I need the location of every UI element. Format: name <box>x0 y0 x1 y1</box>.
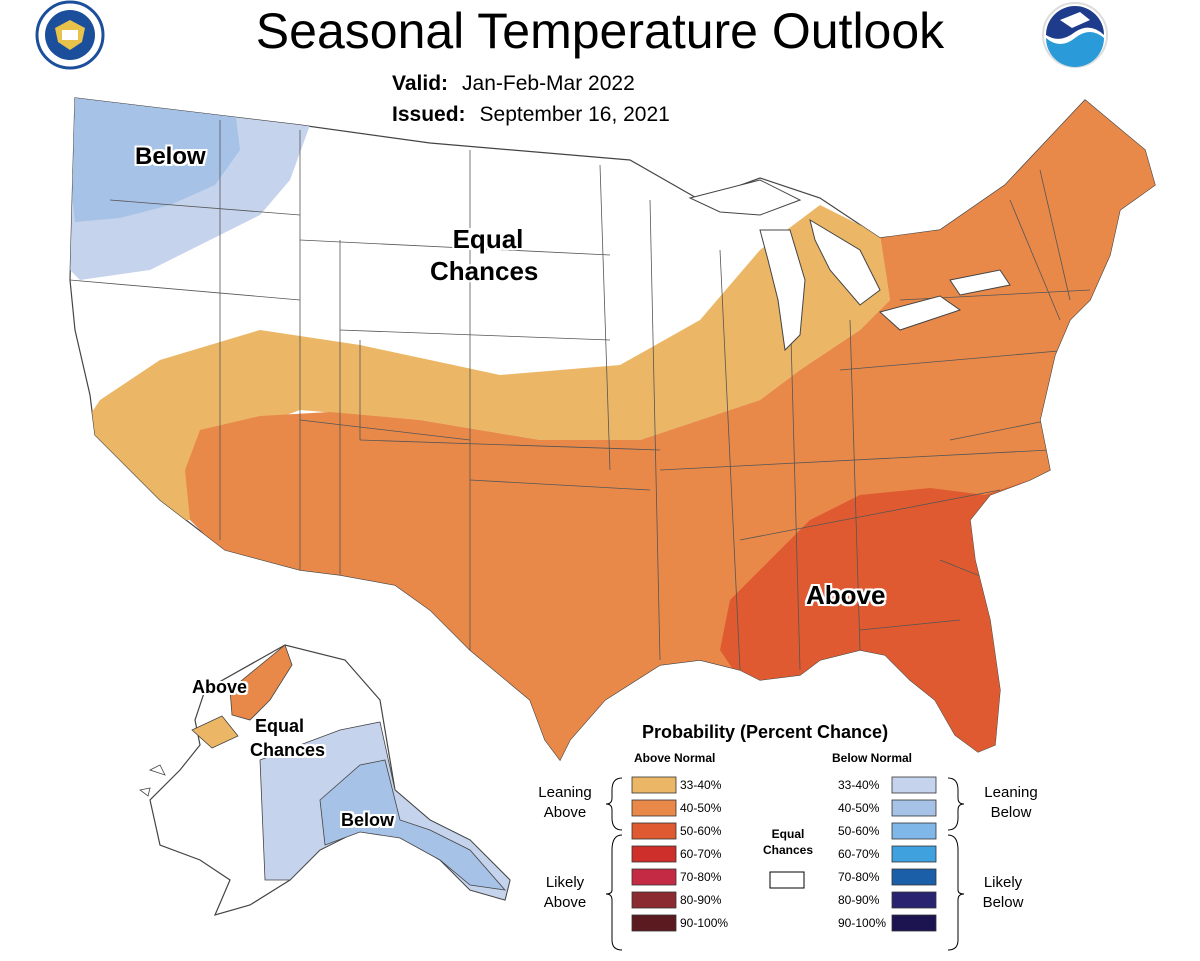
legend-range-above-2: 50-60% <box>680 824 722 838</box>
label-below-northwest: Below <box>135 143 206 170</box>
legend-leaning-below-1: Leaning <box>984 784 1038 801</box>
legend-range-above-5: 80-90% <box>680 893 722 907</box>
legend-range-above-0: 33-40% <box>680 778 722 792</box>
legend-leaning-above: Leaning Above <box>528 783 602 823</box>
legend-equal-2: Chances <box>762 843 814 857</box>
legend-leaning-below-2: Below <box>990 804 1032 821</box>
legend-swatch-below-5 <box>891 891 937 909</box>
legend-leaning-above-1: Leaning <box>538 784 592 801</box>
legend-leaning-below: Leaning Below <box>966 783 1056 823</box>
commerce-seal-logo <box>35 0 105 70</box>
legend-likely-above-2: Above <box>543 894 587 911</box>
issued-value: September 16, 2021 <box>479 103 670 126</box>
label-alaska-above: Above <box>192 677 248 697</box>
legend-swatch-below-6 <box>891 914 937 932</box>
state-borders <box>70 120 1091 671</box>
legend-swatches <box>631 776 937 932</box>
legend-likely-below: Likely Below <box>966 873 1040 913</box>
legend-swatch-above-4 <box>631 868 677 886</box>
legend-leaning-above-2: Above <box>543 804 587 821</box>
legend-range-below-6: 90-100% <box>838 916 887 930</box>
legend-swatch-above-3 <box>631 845 677 863</box>
legend-range-below-4: 70-80% <box>838 870 880 884</box>
legend-range-below-0: 33-40% <box>838 778 880 792</box>
legend-swatch-above-5 <box>631 891 677 909</box>
legend-swatch-below-1 <box>891 799 937 817</box>
legend-swatch-above-6 <box>631 914 677 932</box>
issued-line: Issued: September 16, 2021 <box>392 103 670 127</box>
label-alaska-equal-1: Equal <box>255 716 305 736</box>
legend-below-header: Below Normal <box>832 751 913 765</box>
label-equal-chances-2: Chances <box>430 256 539 286</box>
label-above-southeast: Above <box>806 580 886 610</box>
valid-label: Valid: <box>392 72 449 95</box>
legend-likely-above: Likely Above <box>528 873 602 913</box>
legend-range-above-4: 70-80% <box>680 870 722 884</box>
legend-swatch-above-0 <box>631 776 677 794</box>
legend-range-above-1: 40-50% <box>680 801 722 815</box>
legend-likely-above-1: Likely <box>545 874 585 891</box>
legend-likely-below-2: Below <box>982 894 1024 911</box>
legend-range-below-1: 40-50% <box>838 801 880 815</box>
legend-equal-1: Equal <box>771 827 805 841</box>
legend-likely-below-1: Likely <box>983 874 1023 891</box>
region-below-40-50 <box>70 98 240 222</box>
legend-range-above-6: 90-100% <box>680 916 729 930</box>
legend-swatch-above-1 <box>631 799 677 817</box>
alaska-above-west <box>191 715 239 749</box>
legend-swatch-below-2 <box>891 822 937 840</box>
legend-swatch-below-4 <box>891 868 937 886</box>
legend-title: Probability (Percent Chance) <box>642 722 889 742</box>
legend-range-below-2: 50-60% <box>838 824 880 838</box>
alaska-above <box>229 644 293 721</box>
label-alaska-below: Below <box>341 810 395 830</box>
legend-above-header: Above Normal <box>634 751 716 765</box>
valid-value: Jan-Feb-Mar 2022 <box>462 72 635 95</box>
legend-range-below-5: 80-90% <box>838 893 880 907</box>
legend-equal-chances: Equal Chances <box>748 826 828 858</box>
noaa-logo <box>1042 2 1108 68</box>
legend-equal-swatch <box>769 871 805 889</box>
legend-swatch-below-3 <box>891 845 937 863</box>
legend-range-above-3: 60-70% <box>680 847 722 861</box>
great-lakes <box>688 179 1011 352</box>
label-equal-chances-1: Equal <box>452 224 524 254</box>
legend-range-below-3: 60-70% <box>838 847 880 861</box>
legend-swatch-above-2 <box>631 822 677 840</box>
page-title: Seasonal Temperature Outlook <box>255 3 945 59</box>
alaska-below-inner <box>319 759 507 891</box>
label-alaska-equal-2: Chances <box>250 740 326 760</box>
legend-brackets <box>605 777 965 951</box>
valid-line: Valid: Jan-Feb-Mar 2022 <box>392 72 635 96</box>
alaska <box>139 644 511 916</box>
issued-label: Issued: <box>392 103 466 126</box>
legend-swatch-below-0 <box>891 776 937 794</box>
